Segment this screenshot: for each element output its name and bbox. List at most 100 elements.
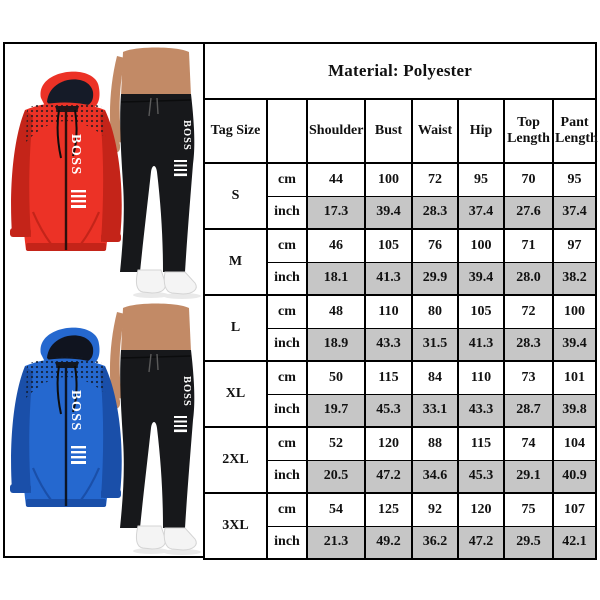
value-cell: 110 <box>364 294 413 329</box>
pocket-lines <box>31 211 101 245</box>
cuff <box>101 233 121 242</box>
value-cell: 95 <box>551 162 598 197</box>
table-row: inch 17.3 39.4 28.3 37.4 27.6 37.4 <box>204 195 598 230</box>
value-cell: 28.3 <box>411 195 459 230</box>
unit-cell: inch <box>266 195 308 230</box>
hoodie-sleeve-right <box>100 110 122 242</box>
value-cell: 95 <box>457 162 505 197</box>
unit-cell: inch <box>266 261 308 296</box>
hoodie-sleeve-right <box>100 366 122 498</box>
unit-cell: cm <box>266 426 308 461</box>
col-header-shoulder: Shoulder <box>306 98 366 164</box>
hoodie-sleeve-left <box>11 110 34 237</box>
unit-cell: inch <box>266 393 308 428</box>
value-cell: 28.3 <box>503 327 554 362</box>
cuff <box>10 228 31 237</box>
value-cell: 54 <box>306 492 366 527</box>
value-cell: 100 <box>364 162 413 197</box>
col-header-unit <box>266 98 308 164</box>
hood-interior <box>47 79 94 108</box>
shoe-shadow <box>163 549 201 555</box>
value-cell: 39.8 <box>551 393 598 428</box>
value-cell: 31.5 <box>411 327 459 362</box>
unit-cell: cm <box>266 228 308 263</box>
value-cell: 76 <box>411 228 459 263</box>
value-cell: 72 <box>503 294 554 329</box>
value-cell: 34.6 <box>411 459 459 494</box>
jogger-pants <box>120 94 195 272</box>
value-cell: 75 <box>503 492 554 527</box>
value-cell: 41.3 <box>364 261 413 296</box>
value-cell: 47.2 <box>457 525 505 560</box>
value-cell: 48 <box>306 294 366 329</box>
value-cell: 52 <box>306 426 366 461</box>
table-row: 3XL cm 54 125 92 120 75 107 <box>203 492 598 560</box>
value-cell: 97 <box>551 228 598 263</box>
table-row: L cm 48 110 80 105 72 100 <box>203 294 598 362</box>
value-cell: 19.7 <box>306 393 366 428</box>
unit-cell: cm <box>266 492 308 527</box>
red-tracksuit-illustration: BOSS <box>10 47 201 299</box>
value-cell: 39.4 <box>457 261 505 296</box>
value-cell: 80 <box>411 294 459 329</box>
value-cell: 46 <box>306 228 366 263</box>
sneaker-right <box>163 527 197 551</box>
col-header-tag-size: Tag Size <box>203 98 268 164</box>
dotted-yoke <box>26 100 106 142</box>
sneaker-left <box>135 269 166 294</box>
pants-drawstring <box>148 353 159 373</box>
value-cell: 49.2 <box>364 525 413 560</box>
value-cell: 71 <box>503 228 554 263</box>
material-label: Material: Polyester <box>202 42 598 100</box>
value-cell: 36.2 <box>411 525 459 560</box>
table-row: S cm 44 100 72 95 70 95 <box>203 162 598 230</box>
value-cell: 74 <box>503 426 554 461</box>
value-cell: 120 <box>457 492 505 527</box>
svg-text:BOSS: BOSS <box>181 120 192 151</box>
value-cell: 45.3 <box>457 459 505 494</box>
value-cell: 38.2 <box>551 261 598 296</box>
size-cell: M <box>203 228 268 296</box>
table-row: inch 18.9 43.3 31.5 41.3 28.3 39.4 <box>204 327 598 362</box>
size-cell: 2XL <box>203 426 268 494</box>
product-image-blue-set: BOSS <box>5 300 203 556</box>
value-cell: 17.3 <box>306 195 366 230</box>
table-row: inch 21.3 49.2 36.2 47.2 29.5 42.1 <box>204 525 598 560</box>
value-cell: 18.9 <box>306 327 366 362</box>
unit-cell: cm <box>266 162 308 197</box>
svg-text:BOSS: BOSS <box>181 376 192 407</box>
shoe-shadow <box>163 293 201 299</box>
pants-drawstring <box>148 97 159 117</box>
pants-logo: BOSS <box>174 120 192 177</box>
table-row: 2XL cm 52 120 88 115 74 104 <box>203 426 598 494</box>
size-cell: 3XL <box>203 492 268 560</box>
unit-cell: cm <box>266 360 308 395</box>
value-cell: 28.7 <box>503 393 554 428</box>
value-cell: 20.5 <box>306 459 366 494</box>
value-cell: 41.3 <box>457 327 505 362</box>
value-cell: 120 <box>364 426 413 461</box>
pants-waistband <box>120 355 192 359</box>
value-cell: 29.1 <box>503 459 554 494</box>
value-cell: 70 <box>503 162 554 197</box>
value-cell: 29.9 <box>411 261 459 296</box>
table-row: inch 18.1 41.3 29.9 39.4 28.0 38.2 <box>204 261 598 296</box>
unit-cell: cm <box>266 294 308 329</box>
value-cell: 73 <box>503 360 554 395</box>
value-cell: 88 <box>411 426 459 461</box>
value-cell: 101 <box>551 360 598 395</box>
value-cell: 39.4 <box>364 195 413 230</box>
value-cell: 37.4 <box>551 195 598 230</box>
hoodie-sleeve-left <box>11 366 34 493</box>
value-cell: 45.3 <box>364 393 413 428</box>
value-cell: 28.0 <box>503 261 554 296</box>
value-cell: 47.2 <box>364 459 413 494</box>
header-row: Tag Size Shoulder Bust Waist Hip Top Len… <box>203 98 598 164</box>
value-cell: 29.5 <box>503 525 554 560</box>
col-header-waist: Waist <box>411 98 459 164</box>
value-cell: 107 <box>551 492 598 527</box>
jogger-pants <box>120 350 195 528</box>
sneaker-right <box>163 271 197 295</box>
value-cell: 27.6 <box>503 195 554 230</box>
table-row: inch 19.7 45.3 33.1 43.3 28.7 39.8 <box>204 393 598 428</box>
